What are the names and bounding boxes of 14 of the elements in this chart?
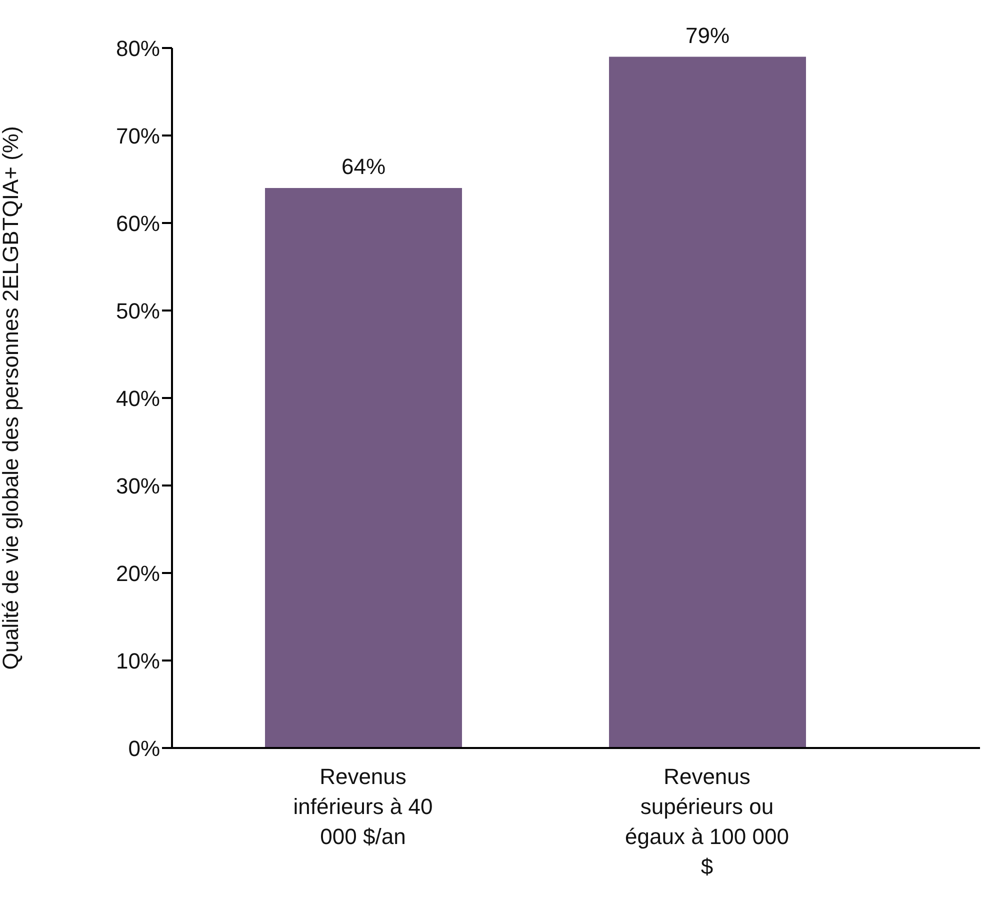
x-tick-label: Revenus supérieurs ou égaux à 100 000 $ bbox=[625, 764, 789, 879]
y-tick-label: 20% bbox=[116, 560, 160, 586]
y-tick-label: 60% bbox=[116, 210, 160, 236]
y-tick-label: 50% bbox=[116, 298, 160, 324]
y-axis-title: Qualité de vie globale des personnes 2ELGBTQIA+ (%) bbox=[0, 126, 23, 670]
y-tick-label: 0% bbox=[128, 736, 160, 761]
y-tick-label: 80% bbox=[116, 36, 160, 61]
data-label: 79% bbox=[685, 22, 730, 48]
y-tick-label: 70% bbox=[116, 123, 160, 148]
y-tick-label: 30% bbox=[116, 473, 160, 498]
y-tick-label: 10% bbox=[116, 648, 160, 674]
y-tick-label: 40% bbox=[116, 386, 160, 411]
data-label: 64% bbox=[341, 154, 386, 179]
x-tick-label: Revenus inférieurs à 40 000 $/an bbox=[293, 764, 433, 849]
